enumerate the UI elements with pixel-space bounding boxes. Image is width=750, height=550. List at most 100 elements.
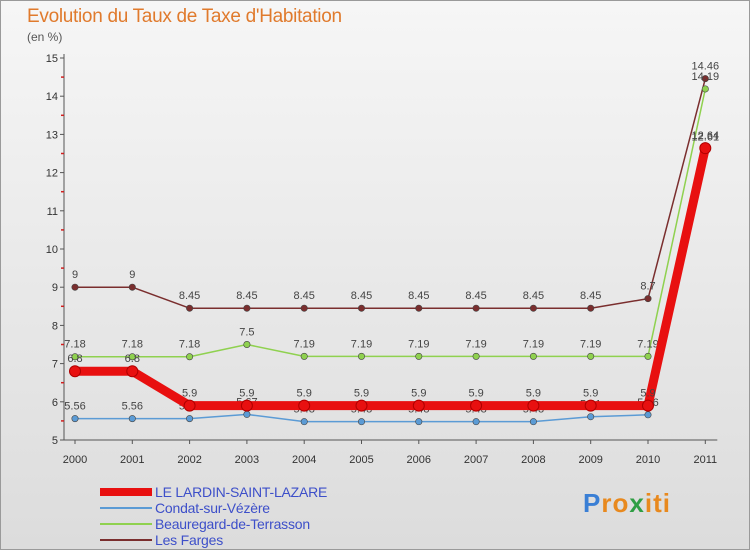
data-label: 8.45 (580, 290, 601, 302)
data-label: 6.8 (67, 353, 82, 365)
data-point (243, 410, 251, 418)
data-label: 8.45 (523, 290, 544, 302)
data-label: 8.45 (179, 290, 200, 302)
data-label: 14.46 (692, 61, 720, 73)
y-tick-label: 7 (52, 359, 58, 371)
x-tick-label: 2000 (63, 454, 87, 466)
data-label: 7.19 (465, 338, 486, 350)
x-tick-label: 2008 (521, 454, 545, 466)
data-point (587, 304, 595, 312)
y-tick-label: 13 (46, 129, 58, 141)
data-label: 5.9 (411, 388, 426, 400)
data-label: 8.45 (236, 290, 257, 302)
x-tick-label: 2009 (578, 454, 602, 466)
data-point (415, 304, 423, 312)
data-point (128, 283, 136, 291)
data-point (69, 365, 81, 378)
data-label: 5.9 (640, 388, 655, 400)
data-point (412, 399, 425, 412)
data-point (699, 142, 712, 155)
data-point (472, 418, 480, 426)
x-tick-label: 2010 (636, 454, 660, 466)
data-point (644, 295, 652, 303)
logo-letter: x (629, 488, 645, 518)
data-label: 8.45 (408, 290, 429, 302)
legend-item-farges[interactable]: Les Farges (100, 532, 400, 548)
data-point (128, 415, 136, 423)
logo-letter: o (612, 488, 630, 518)
data-label: 7.18 (122, 339, 143, 351)
data-label: 5.9 (239, 388, 254, 400)
data-label: 5.9 (297, 388, 312, 400)
data-point (71, 283, 79, 291)
data-point (357, 304, 365, 312)
y-tick-label: 6 (52, 397, 58, 409)
x-tick-label: 2007 (464, 454, 488, 466)
data-label: 5.9 (468, 388, 483, 400)
data-point (186, 304, 194, 312)
y-tick-label: 15 (46, 53, 58, 65)
data-label: 6.8 (125, 353, 140, 365)
data-point (644, 411, 652, 419)
data-point (243, 340, 251, 348)
data-point (584, 399, 597, 412)
legend-item-lardin[interactable]: LE LARDIN-SAINT-LAZARE (100, 484, 400, 500)
logo-letter: i (644, 488, 654, 518)
data-point (71, 415, 79, 423)
data-point (415, 352, 423, 360)
data-label: 7.19 (351, 338, 372, 350)
x-tick-label: 2002 (177, 454, 201, 466)
data-point (128, 353, 136, 361)
data-label: 5.9 (526, 388, 541, 400)
logo-letter: P (583, 488, 602, 518)
legend-item-beauregard[interactable]: Beauregard-de-Terrasson (100, 516, 400, 532)
y-tick-label: 14 (46, 91, 58, 103)
x-tick-label: 2005 (349, 454, 373, 466)
legend-item-condat[interactable]: Condat-sur-Vézère (100, 500, 400, 516)
data-point (587, 352, 595, 360)
data-point (644, 352, 652, 360)
data-label: 7.19 (408, 338, 429, 350)
data-point (587, 413, 595, 421)
y-unit-label: (en %) (27, 30, 63, 44)
data-label: 14.19 (692, 71, 720, 83)
data-point (357, 352, 365, 360)
data-point (243, 304, 251, 312)
data-point (529, 304, 537, 312)
data-label: 8.45 (351, 290, 372, 302)
data-point (472, 352, 480, 360)
data-point (300, 352, 308, 360)
data-point (240, 399, 253, 412)
data-label: 7.18 (179, 339, 200, 351)
data-label: 12.61 (692, 131, 720, 143)
legend-label: Beauregard-de-Terrasson (155, 516, 310, 532)
data-point (529, 352, 537, 360)
data-label: 5.9 (182, 388, 197, 400)
data-point (472, 304, 480, 312)
data-point (300, 418, 308, 426)
data-label: 7.19 (637, 338, 658, 350)
x-tick-label: 2003 (235, 454, 259, 466)
x-tick-label: 2011 (693, 454, 717, 466)
data-label: 7.19 (293, 338, 314, 350)
data-point (470, 399, 483, 412)
data-label: 8.7 (640, 281, 655, 293)
data-point (529, 418, 537, 426)
chart-title: Evolution du Taux de Taxe d'Habitation (27, 6, 342, 27)
data-point (355, 399, 368, 412)
data-point (415, 418, 423, 426)
data-label: 5.9 (583, 388, 598, 400)
legend-swatch (100, 539, 152, 541)
x-tick-label: 2006 (407, 454, 431, 466)
data-label: 8.45 (293, 290, 314, 302)
logo-letter: t (653, 488, 663, 518)
series-line-3 (70, 143, 710, 411)
data-point (701, 75, 709, 83)
series-line-2 (74, 148, 707, 423)
legend-label: Les Farges (155, 532, 224, 548)
data-point (186, 353, 194, 361)
y-tick-label: 8 (52, 320, 58, 332)
data-label: 9 (129, 269, 135, 281)
